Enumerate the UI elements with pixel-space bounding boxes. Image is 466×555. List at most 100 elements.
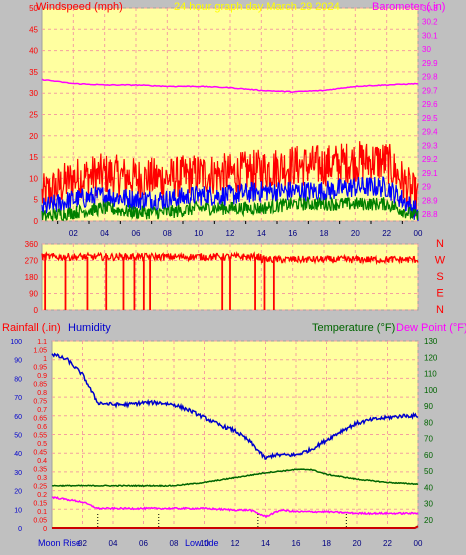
wind-y-tick: 30 [29, 89, 38, 98]
humidity-y-tick: 0 [18, 526, 22, 533]
dewpoint-line [51, 496, 419, 519]
wind-y-tick: 5 [34, 196, 39, 205]
rain-x-tick: 20 [353, 539, 362, 548]
rain-x-tick: 02 [78, 539, 87, 548]
humidity-y-tick: 100 [10, 339, 22, 346]
rainfall-y-tick: 0.55 [33, 433, 47, 440]
rainfall-y-tick: 0.9 [37, 373, 47, 380]
temperature-line [51, 468, 419, 488]
wind-low-line [41, 195, 419, 222]
direction-y-tick: 270 [25, 257, 39, 266]
rainfall-y-tick: 0.1 [37, 509, 47, 516]
barometer-y-tick: 29.1 [422, 169, 438, 178]
direction-y-tick: 360 [25, 240, 39, 249]
barometer-y-tick: 30.3 [422, 4, 438, 13]
humidity-y-tick: 30 [14, 470, 22, 477]
wind-x-tick: 02 [69, 229, 78, 238]
wind-x-tick: 16 [288, 229, 297, 238]
humidity-y-tick: 50 [14, 433, 22, 440]
temperature-y-tick: 40 [424, 483, 433, 492]
rainfall-y-tick: 0.35 [33, 467, 47, 474]
humidity-line [51, 352, 419, 460]
barometer-y-tick: 29.4 [422, 128, 438, 137]
rain-x-tick: 12 [231, 539, 240, 548]
temperature-y-tick: 50 [424, 467, 433, 476]
temperature-y-tick: 130 [424, 337, 438, 346]
temperature-y-tick: 90 [424, 402, 433, 411]
barometer-y-tick: 30 [422, 45, 431, 54]
temperature-y-tick: 20 [424, 516, 433, 525]
barometer-y-tick: 29 [422, 183, 431, 192]
wind-average-line [41, 176, 419, 222]
barometer-y-tick: 28.8 [422, 210, 438, 219]
rainfall-y-tick: 0.95 [33, 365, 47, 372]
wind-y-tick: 40 [29, 47, 38, 56]
wind-x-tick: 08 [163, 229, 172, 238]
temperature-y-tick: 100 [424, 386, 438, 395]
rainfall-y-tick: 0.3 [37, 475, 47, 482]
humidity-y-tick: 70 [14, 395, 22, 402]
rainfall-y-tick: 0 [43, 526, 47, 533]
wind-x-tick: 20 [351, 229, 360, 238]
rainfall-y-tick: 1.05 [33, 348, 47, 355]
rainfall-y-tick: 0.05 [33, 518, 47, 525]
temperature-y-tick: 120 [424, 353, 438, 362]
barometer-y-tick: 29.5 [422, 114, 438, 123]
rain-humidity-series [51, 352, 419, 529]
wind-x-tick: 18 [320, 229, 329, 238]
rainfall-y-tick: 0.75 [33, 399, 47, 406]
direction-series [41, 250, 419, 310]
graph-date-title: 24 hour graph day March 29 2024 [174, 1, 340, 13]
windspeed-title: Windspeed (mph) [36, 1, 123, 13]
barometer-y-tick: 30.1 [422, 31, 438, 40]
rainfall-y-tick: 0.65 [33, 416, 47, 423]
rainfall-y-tick: 0.2 [37, 492, 47, 499]
temperature-y-tick: 70 [424, 435, 433, 444]
rainfall-line [52, 525, 419, 529]
compass-label: E [436, 288, 443, 300]
rain-humidity-axes: 010203040506070809010000.050.10.150.20.2… [10, 337, 438, 548]
humidity-y-tick: 60 [14, 414, 22, 421]
rainfall-y-tick: 0.8 [37, 390, 47, 397]
rainfall-y-tick: 0.4 [37, 458, 47, 465]
rainfall-y-tick: 1 [43, 356, 47, 363]
rain-x-tick: 14 [261, 539, 270, 548]
wind-x-tick: 14 [257, 229, 266, 238]
temperature-title: Temperature (°F) [312, 322, 395, 334]
wind-y-tick: 50 [29, 4, 38, 13]
barometer-y-tick: 29.6 [422, 100, 438, 109]
wind-y-tick: 10 [29, 174, 38, 183]
barometer-y-tick: 30.2 [422, 18, 438, 27]
wind-series [41, 78, 419, 222]
wind-y-tick: 0 [34, 217, 39, 226]
humidity-y-tick: 40 [14, 451, 22, 458]
rain-x-tick: 06 [139, 539, 148, 548]
humidity-y-tick: 80 [14, 376, 22, 383]
wind-gust-line [41, 141, 419, 217]
barometer-y-tick: 29.8 [422, 73, 438, 82]
barometer-y-tick: 29.7 [422, 86, 438, 95]
rain-x-tick: 18 [322, 539, 331, 548]
barometer-y-tick: 29.9 [422, 59, 438, 68]
wind-y-tick: 20 [29, 132, 38, 141]
rainfall-y-tick: 0.25 [33, 484, 47, 491]
compass-label: W [435, 255, 446, 267]
rain-x-tick: 04 [109, 539, 118, 548]
wind-y-tick: 45 [29, 25, 38, 34]
rainfall-y-tick: 0.15 [33, 501, 47, 508]
wind-y-tick: 35 [29, 68, 38, 77]
direction-y-tick: 180 [25, 273, 39, 282]
humidity-y-tick: 90 [14, 358, 22, 365]
direction-y-tick: 0 [34, 306, 39, 315]
barometer-title: Barometer (.in) [372, 1, 445, 13]
wind-axes: 0 5 10 15 20 25 30 35 40 45 50 28.8 28.9 29 29.1 29.2 29… [29, 4, 438, 238]
rainfall-y-tick: 0.7 [37, 407, 47, 414]
temperature-y-tick: 60 [424, 451, 433, 460]
temperature-y-tick: 30 [424, 500, 433, 509]
rainfall-y-tick: 1.1 [37, 339, 47, 346]
humidity-y-tick: 10 [14, 507, 22, 514]
rain-x-tick: 00 [414, 539, 423, 548]
